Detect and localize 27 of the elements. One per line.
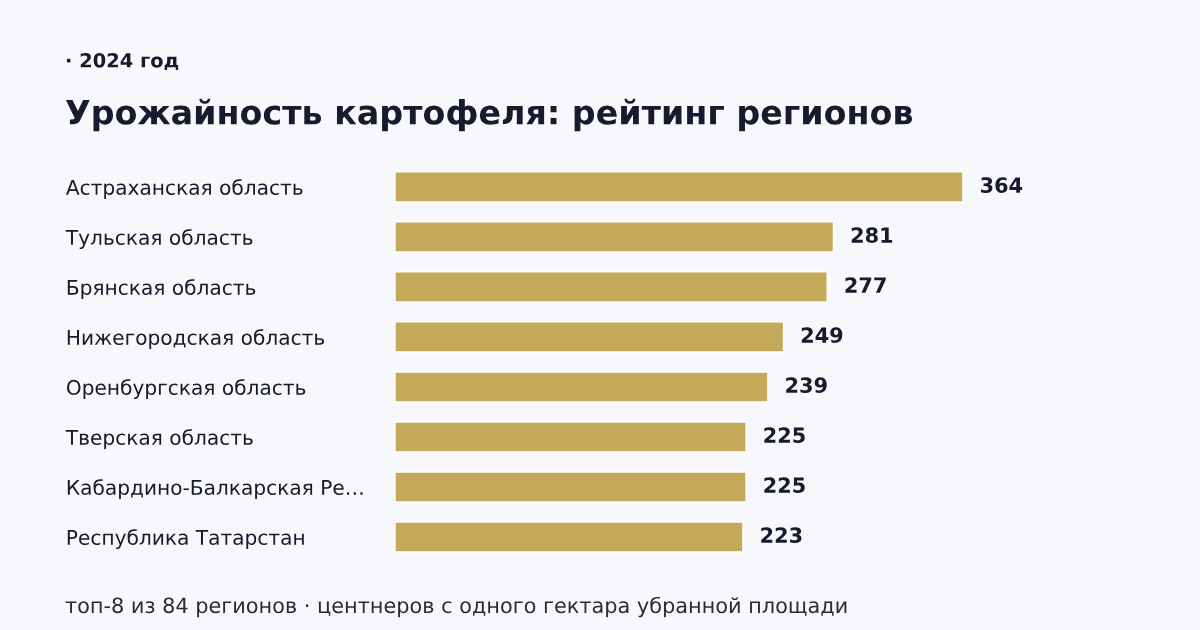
y-tick-label: Кабардино-Балкарская Ре… [67,479,363,499]
data-label: 239 [786,377,827,393]
y-tick-label: Республика Татарстан [67,529,304,549]
data-label: 225 [764,477,805,493]
bar [395,471,747,503]
bar [395,421,747,453]
y-tick-label: Оренбургская область [66,379,306,399]
y-tick-label: Астраханская область [65,179,303,199]
bar [395,371,769,403]
y-tick-label: Тверская область [65,429,253,449]
bar [395,271,828,303]
data-label: 249 [801,327,843,343]
y-tick-label: Нижегородская область [67,329,325,349]
bar [395,521,744,553]
bar [395,321,785,353]
text: · 2024 год [66,52,179,71]
data-label: 225 [764,427,805,443]
data-label: 281 [851,227,893,243]
y-tick-label: Брянская область [67,279,256,299]
data-label: 277 [845,277,886,293]
y-tick-label: Тульская область [65,229,253,249]
text: топ-8 из 84 регионов · центнеров с одного гектара убранной площади [65,596,847,618]
bar [395,221,835,253]
chart-title: Урожайность картофеля: рейтинг регионов [65,98,913,132]
bar [395,171,964,203]
data-label: 364 [981,177,1023,193]
data-label: 223 [761,527,802,543]
